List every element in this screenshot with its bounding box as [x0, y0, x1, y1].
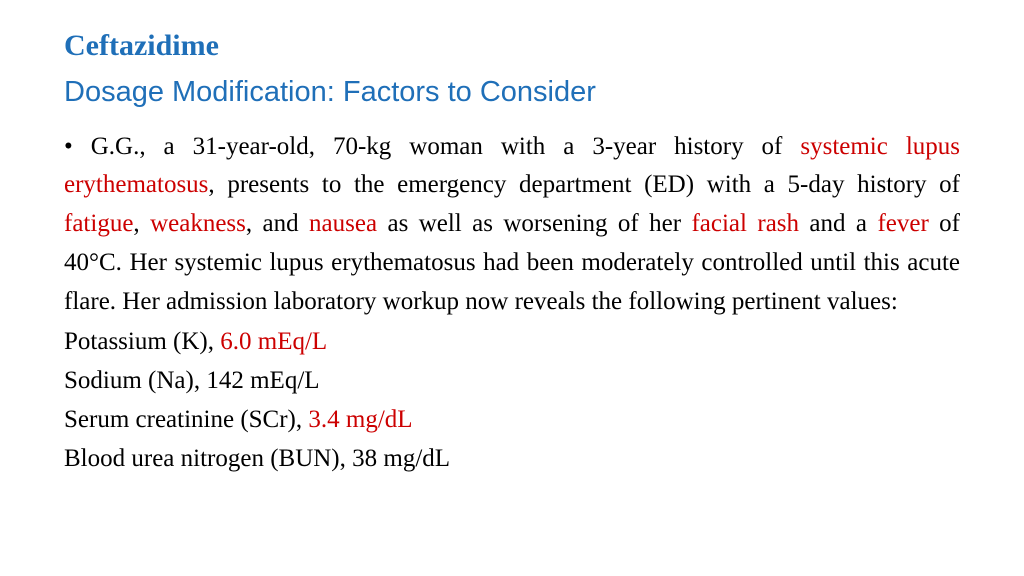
highlighted-term: fever [877, 210, 928, 237]
lab-value-row: Blood urea nitrogen (BUN), 38 mg/dL [64, 440, 960, 479]
highlighted-term: facial rash [691, 210, 799, 237]
lab-value: 38 mg/dL [352, 445, 450, 472]
highlighted-term: systemic lupus erythematosus [64, 133, 960, 199]
lab-value: 142 mEq/L [206, 367, 319, 394]
drug-title: Ceftazidime [64, 28, 960, 64]
section-subtitle: Dosage Modification: Factors to Consider [64, 74, 960, 112]
lab-value-row: Sodium (Na), 142 mEq/L [64, 362, 960, 401]
lab-value-row: Potassium (K), 6.0 mEq/L [64, 323, 960, 362]
lab-label: Sodium (Na), [64, 367, 206, 394]
highlighted-term: nausea [309, 210, 377, 237]
case-paragraph: • G.G., a 31-year-old, 70-kg woman with … [64, 128, 960, 322]
lab-value: 6.0 mEq/L [220, 328, 327, 355]
lab-label: Serum creatinine (SCr), [64, 406, 308, 433]
highlighted-term: weakness [150, 210, 246, 237]
highlighted-term: fatigue [64, 210, 133, 237]
lab-label: Potassium (K), [64, 328, 220, 355]
slide: Ceftazidime Dosage Modification: Factors… [0, 0, 1024, 576]
lab-value-row: Serum creatinine (SCr), 3.4 mg/dL [64, 401, 960, 440]
lab-label: Blood urea nitrogen (BUN), [64, 445, 352, 472]
lab-value: 3.4 mg/dL [308, 406, 412, 433]
lab-values-list: Potassium (K), 6.0 mEq/LSodium (Na), 142… [64, 323, 960, 478]
